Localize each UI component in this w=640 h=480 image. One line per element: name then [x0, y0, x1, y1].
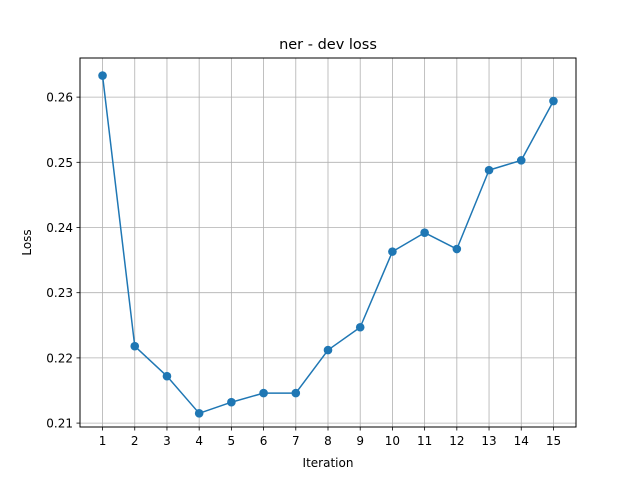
- x-tick-label: 9: [356, 434, 364, 448]
- x-axis-ticks: 1 2 3 4 5 6 7 8 9 10 11 12 13 14 15: [99, 427, 561, 448]
- x-tick-label: 3: [163, 434, 171, 448]
- x-tick-label: 10: [385, 434, 400, 448]
- y-tick-label: 0.25: [46, 156, 73, 170]
- x-tick-label: 4: [195, 434, 203, 448]
- y-axis-label: Loss: [20, 229, 34, 255]
- x-tick-label: 7: [292, 434, 300, 448]
- data-point: [452, 244, 462, 254]
- data-point: [162, 371, 172, 381]
- data-point: [516, 156, 526, 165]
- y-axis-ticks: 0.21 0.22 0.23 0.24 0.25 0.26: [46, 91, 80, 431]
- data-point: [323, 345, 333, 355]
- y-tick-label: 0.21: [46, 417, 73, 431]
- grid: [80, 58, 576, 427]
- data-point: [194, 409, 204, 418]
- x-tick-label: 2: [131, 434, 139, 448]
- x-tick-label: 1: [99, 434, 107, 448]
- data-point: [484, 165, 494, 175]
- series: [98, 71, 558, 418]
- data-point: [388, 247, 397, 256]
- data-point: [291, 388, 301, 398]
- x-tick-label: 13: [481, 434, 496, 448]
- x-tick-label: 5: [228, 434, 236, 448]
- data-point: [98, 71, 107, 80]
- y-tick-label: 0.22: [46, 351, 73, 365]
- y-tick-label: 0.26: [46, 91, 73, 105]
- data-point: [130, 341, 140, 351]
- x-tick-label: 14: [514, 434, 529, 448]
- y-tick-label: 0.24: [46, 221, 73, 235]
- x-tick-label: 8: [324, 434, 332, 448]
- y-tick-label: 0.23: [46, 286, 73, 300]
- data-point: [259, 388, 268, 398]
- x-tick-label: 12: [449, 434, 464, 448]
- x-tick-label: 6: [260, 434, 268, 448]
- data-point: [549, 96, 558, 106]
- chart-title: ner - dev loss: [279, 37, 377, 53]
- x-tick-label: 11: [417, 434, 432, 448]
- x-tick-label: 15: [546, 434, 561, 448]
- data-point: [355, 322, 365, 332]
- data-point: [227, 397, 236, 407]
- data-point: [420, 228, 429, 238]
- x-axis-label: Iteration: [303, 456, 354, 470]
